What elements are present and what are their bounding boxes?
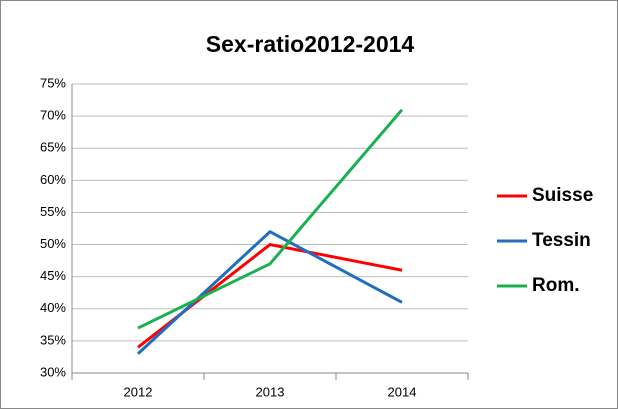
y-tick-label: 50% (40, 236, 66, 251)
y-tick-label: 70% (40, 108, 66, 123)
y-tick-label: 55% (40, 204, 66, 219)
y-tick-label: 65% (40, 140, 66, 155)
series-line (137, 108, 404, 330)
legend-label: Suisse (532, 185, 593, 206)
y-tick-label: 30% (40, 364, 66, 379)
x-tick-label: 2012 (124, 384, 153, 399)
y-tick-label: 60% (40, 172, 66, 187)
legend-label: Tessin (532, 230, 591, 251)
chart-title: Sex-ratio2012-2014 (206, 31, 415, 57)
y-tick-label: 45% (40, 268, 66, 283)
y-tick-label: 75% (40, 75, 66, 90)
y-tick-label: 40% (40, 300, 66, 315)
x-tick-label: 2013 (256, 384, 285, 399)
series-line (136, 230, 403, 355)
y-tick-label: 35% (40, 332, 66, 347)
legend-label: Rom. (532, 275, 580, 296)
x-tick-label: 2014 (388, 384, 417, 399)
